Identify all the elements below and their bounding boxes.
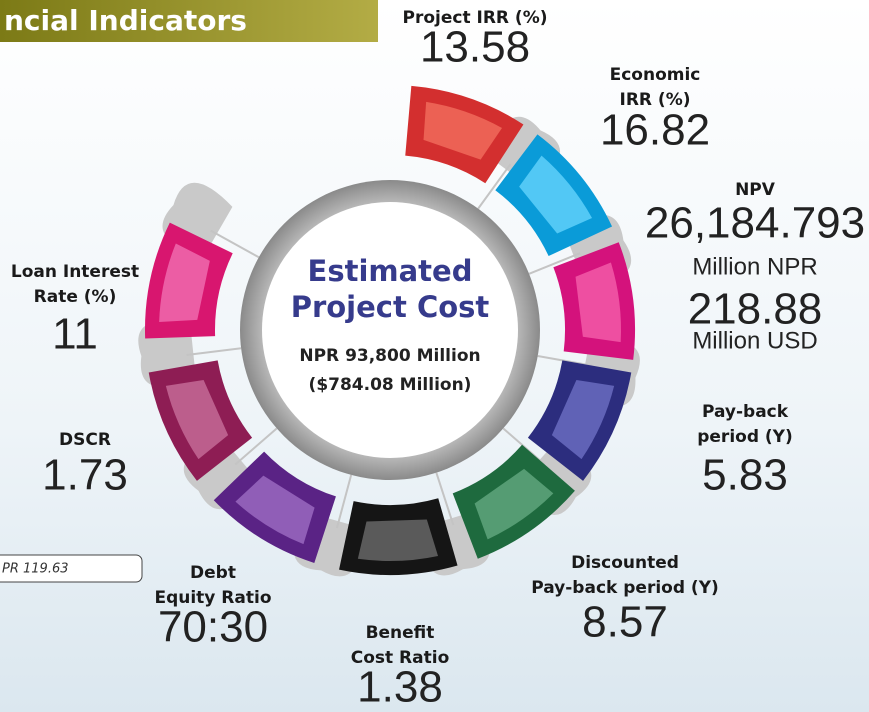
indicator-label: DSCR (59, 430, 111, 450)
indicator-value: 13.58 (420, 23, 530, 72)
indicator-value: 70:30 (158, 603, 268, 652)
indicator-value: 218.88 (688, 285, 823, 334)
indicator-label: Loan Interest (11, 262, 139, 282)
center-title: Estimated (308, 254, 473, 288)
center-line: NPR 93,800 Million (299, 346, 480, 366)
center-line: ($784.08 Million) (309, 375, 472, 395)
infographic: ncial Indicators PR 119.63 Estimated Pro… (0, 0, 869, 712)
center-title: Project Cost (291, 290, 490, 324)
indicator-value: 1.73 (42, 451, 128, 500)
indicator-value: 11 (52, 310, 98, 359)
indicator-label: Debt (190, 563, 236, 583)
segment-face (576, 262, 621, 342)
indicator-label: Benefit (366, 623, 435, 643)
indicator-unit: Million USD (692, 327, 817, 354)
center-disc (262, 202, 518, 458)
indicator-value: 8.57 (582, 598, 668, 647)
indicator-unit: Million NPR (692, 253, 817, 280)
indicator-value: 16.82 (600, 106, 710, 155)
indicator-label: period (Y) (697, 427, 793, 447)
note: PR 119.63 (2, 562, 69, 577)
indicator-label: Economic (610, 65, 701, 85)
title: ncial Indicators (4, 4, 247, 37)
indicator-label: Pay-back period (Y) (531, 578, 719, 598)
indicator-label: NPV (735, 180, 776, 200)
indicator-label: Rate (%) (34, 287, 117, 307)
indicator-value: 1.38 (357, 663, 443, 712)
indicator-value: 26,184.793 (645, 199, 865, 248)
indicator-value: 5.83 (702, 451, 788, 500)
indicator-label: Pay-back (702, 402, 789, 422)
segment-face (358, 519, 438, 561)
indicator-label: Discounted (571, 553, 679, 573)
